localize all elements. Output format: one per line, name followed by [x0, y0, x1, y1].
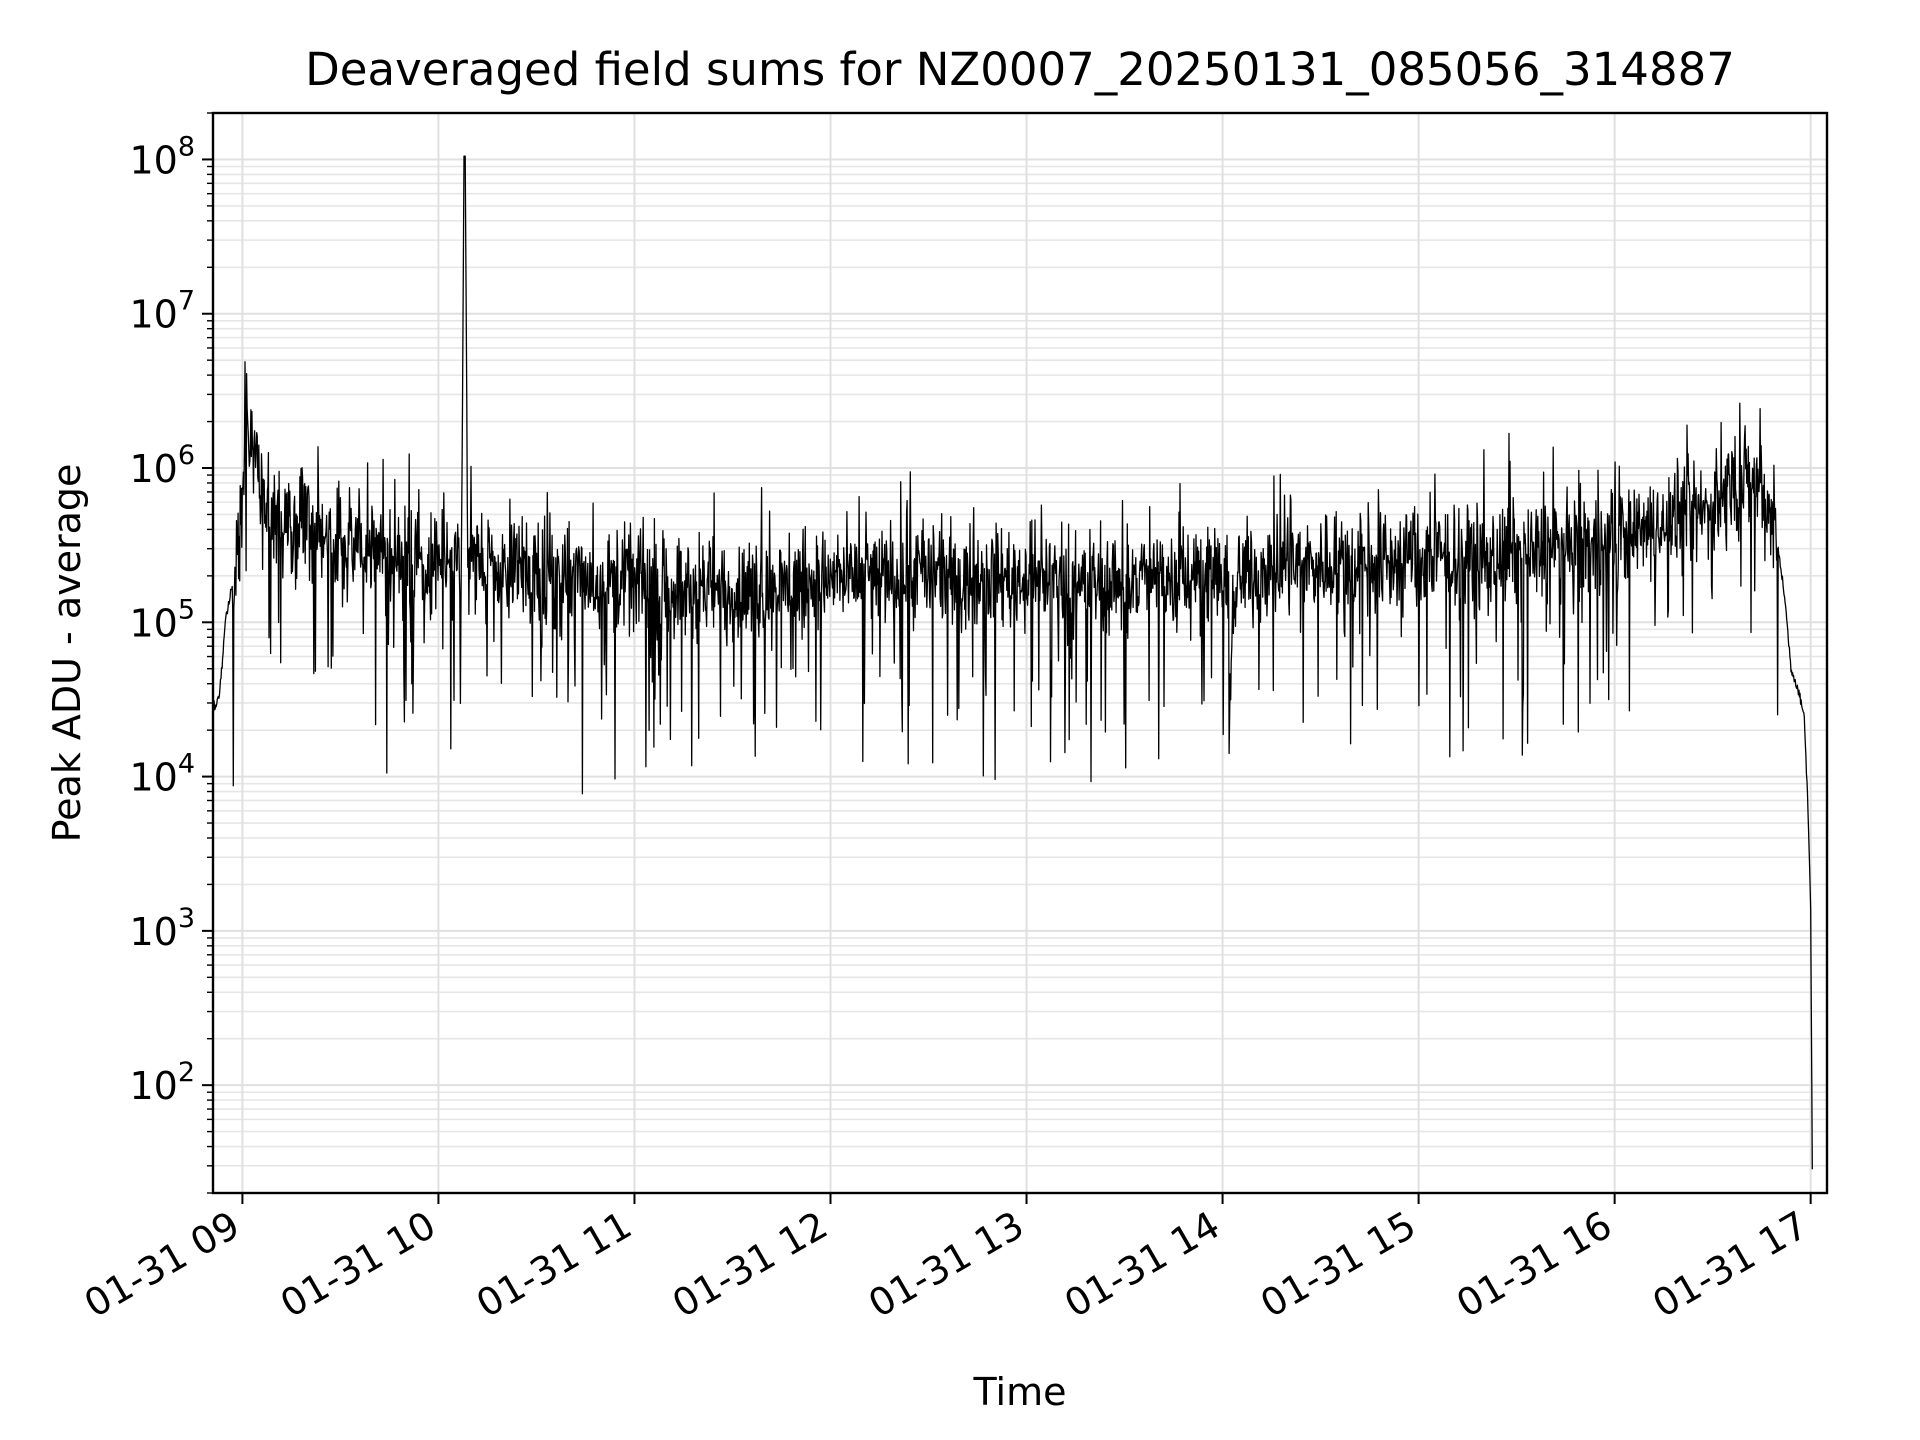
y-tick-label: 104 — [129, 749, 195, 800]
y-tick-label: 103 — [129, 903, 195, 954]
y-tick-label: 106 — [129, 440, 195, 491]
series-line — [212, 155, 1813, 1170]
data-layer — [212, 155, 1813, 1170]
grid — [213, 112, 1827, 1194]
y-tick-label: 107 — [129, 286, 195, 337]
plot-frame — [211, 111, 1829, 1195]
chart-title: Deaveraged field sums for NZ0007_2025013… — [305, 43, 1735, 96]
y-axis: 102 103 104 105 106 107 108 — [129, 112, 213, 1194]
y-tick-label: 108 — [129, 131, 195, 182]
x-axis-label: Time — [973, 1370, 1067, 1414]
y-axis-label: Peak ADU - average — [45, 464, 89, 843]
y-tick-label: 105 — [129, 594, 195, 645]
y-tick-label: 102 — [129, 1057, 195, 1108]
